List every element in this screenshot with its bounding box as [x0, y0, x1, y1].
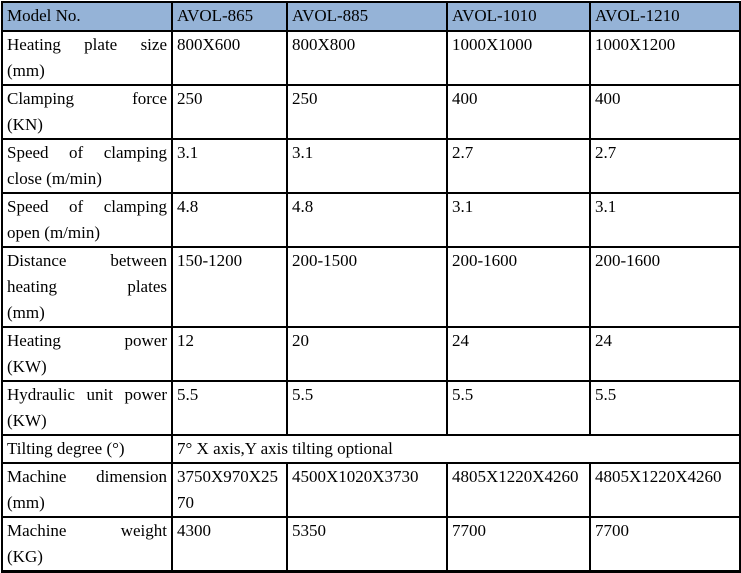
cell-value: 200-1600 [589, 246, 741, 328]
cell-value: 3.1 [171, 138, 288, 194]
cell-value: 3.1 [589, 192, 741, 248]
cell-value: 150-1200 [171, 246, 288, 328]
cell-value: 12 [171, 326, 288, 382]
cell-value: 7700 [446, 516, 591, 573]
row-tilting-degree: Tilting degree (°) 7° X axis,Y axis tilt… [1, 434, 741, 464]
cell-value: 7700 [589, 516, 741, 573]
cell-value: 3.1 [286, 138, 448, 194]
row-heating-plate-size: Heating plate size (mm) 800X600 800X800 1… [1, 30, 741, 86]
row-label: Speed of clamping close (m/min) [1, 138, 173, 194]
cell-value: 2.7 [589, 138, 741, 194]
row-label: Tilting degree (°) [1, 434, 173, 464]
cell-value: 400 [589, 84, 741, 140]
cell-value: 4805X1220X4260 [589, 462, 741, 518]
cell-value: 1000X1000 [446, 30, 591, 86]
cell-value: 250 [286, 84, 448, 140]
cell-value: 200-1600 [446, 246, 591, 328]
cell-value: 1000X1200 [589, 30, 741, 86]
cell-value: 4500X1020X3730 [286, 462, 448, 518]
cell-value: 250 [171, 84, 288, 140]
cell-value: 3.1 [446, 192, 591, 248]
row-speed-clamping-open: Speed of clamping open (m/min) 4.8 4.8 3.… [1, 192, 741, 248]
header-model-avol-865: AVOL-865 [171, 1, 288, 32]
row-machine-dimension: Machine dimension (mm) 3750X970X2570 4500… [1, 462, 741, 518]
cell-value: 800X800 [286, 30, 448, 86]
cell-value: 200-1500 [286, 246, 448, 328]
cell-value: 4.8 [171, 192, 288, 248]
row-machine-weight: Machine weight (KG) 4300 5350 7700 7700 [1, 516, 741, 573]
cell-value: 5.5 [446, 380, 591, 436]
header-model-avol-1210: AVOL-1210 [589, 1, 741, 32]
cell-value-spanned: 7° X axis,Y axis tilting optional [171, 434, 741, 464]
cell-value: 4805X1220X4260 [446, 462, 591, 518]
cell-value: 800X600 [171, 30, 288, 86]
cell-value: 24 [446, 326, 591, 382]
cell-value: 5.5 [286, 380, 448, 436]
cell-value: 5.5 [171, 380, 288, 436]
row-clamping-force: Clamping force (KN) 250 250 400 400 [1, 84, 741, 140]
row-heating-power: Heating power (KW) 12 20 24 24 [1, 326, 741, 382]
header-model-avol-1010: AVOL-1010 [446, 1, 591, 32]
cell-value: 24 [589, 326, 741, 382]
row-label: Speed of clamping open (m/min) [1, 192, 173, 248]
row-hydraulic-unit-power: Hydraulic unit power (KW) 5.5 5.5 5.5 5.5 [1, 380, 741, 436]
row-label: Heating plate size (mm) [1, 30, 173, 86]
cell-value: 4300 [171, 516, 288, 573]
cell-value: 5350 [286, 516, 448, 573]
row-label: Hydraulic unit power (KW) [1, 380, 173, 436]
header-model-no-label: Model No. [1, 1, 173, 32]
header-model-avol-885: AVOL-885 [286, 1, 448, 32]
row-label: Distance between heating plates (mm) [1, 246, 173, 328]
row-label: Clamping force (KN) [1, 84, 173, 140]
row-label: Heating power (KW) [1, 326, 173, 382]
row-speed-clamping-close: Speed of clamping close (m/min) 3.1 3.1 2… [1, 138, 741, 194]
header-row: Model No. AVOL-865 AVOL-885 AVOL-1010 AV… [1, 1, 741, 32]
row-distance-between-heating-plates: Distance between heating plates (mm) 150-1… [1, 246, 741, 328]
cell-value: 5.5 [589, 380, 741, 436]
cell-value: 400 [446, 84, 591, 140]
cell-value: 20 [286, 326, 448, 382]
row-label: Machine dimension (mm) [1, 462, 173, 518]
cell-value: 3750X970X2570 [171, 462, 288, 518]
row-label: Machine weight (KG) [1, 516, 173, 573]
cell-value: 4.8 [286, 192, 448, 248]
cell-value: 2.7 [446, 138, 591, 194]
